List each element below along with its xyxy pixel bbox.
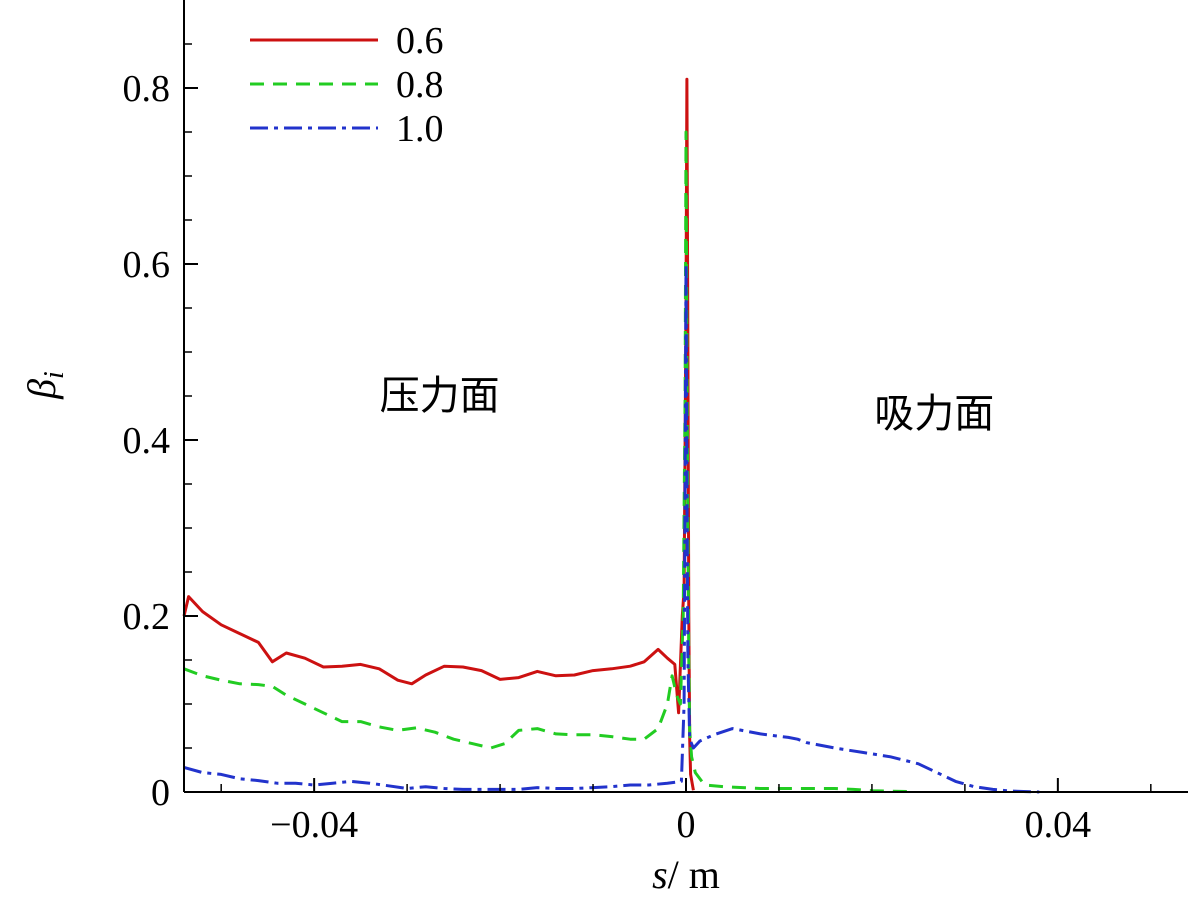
annotation-suction-side: 吸力面 <box>874 391 994 437</box>
annotation-pressure-side: 压力面 <box>380 373 500 419</box>
y-tick-label: 0.2 <box>123 596 171 638</box>
y-tick-label: 0.6 <box>123 244 171 286</box>
x-tick-label: −0.04 <box>270 804 358 846</box>
legend-label-0.8: 0.8 <box>396 64 444 106</box>
x-tick-label: 0 <box>677 804 696 846</box>
series-layer <box>182 77 1040 794</box>
y-tick-label: 0.8 <box>123 68 171 110</box>
series-line-0.8 <box>183 130 910 794</box>
x-tick-label: 0.04 <box>1025 804 1092 846</box>
y-tick-label: 0 <box>151 772 170 814</box>
x-axis-title-var: s <box>652 852 668 897</box>
x-axis-title-unit: / m <box>668 852 720 897</box>
annotations: 压力面 吸力面 <box>380 373 995 437</box>
y-axis-title-sub: i <box>39 371 70 379</box>
x-axis-title: s/ m <box>652 852 720 897</box>
legend-label-1.0: 1.0 <box>396 108 444 150</box>
y-axis-title: βi <box>19 371 70 400</box>
ticks-layer: 0 0.2 0.4 0.6 0.8 −0.04 0 0.04 <box>123 43 1152 846</box>
legend: 0.60.81.0 <box>250 20 444 150</box>
series-line-1.0 <box>183 262 1040 794</box>
y-tick-label: 0.4 <box>123 420 171 462</box>
y-axis-title-main: β <box>19 379 64 400</box>
legend-label-0.6: 0.6 <box>396 20 444 62</box>
